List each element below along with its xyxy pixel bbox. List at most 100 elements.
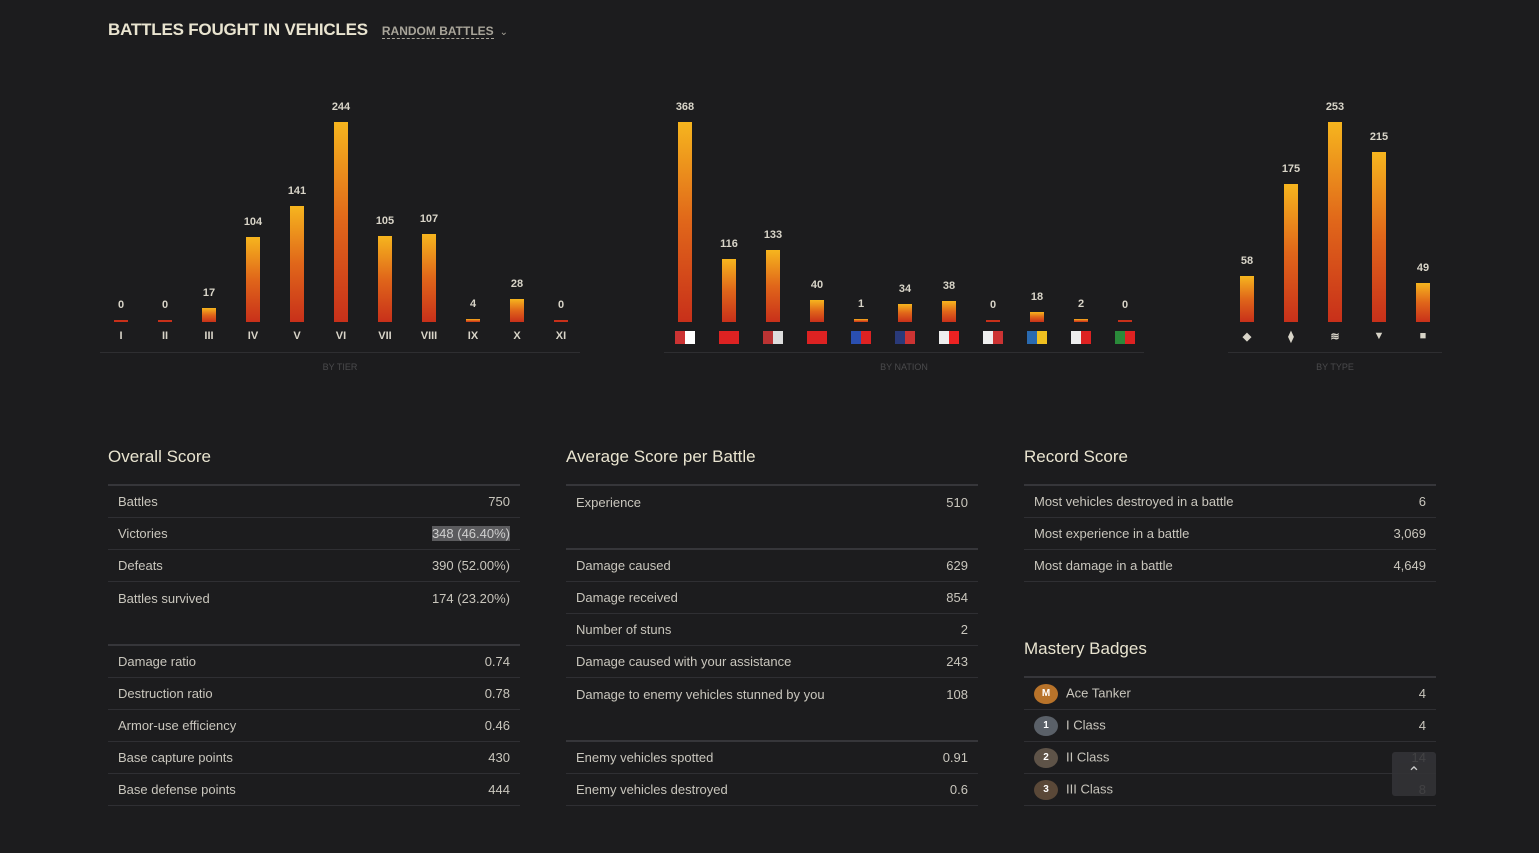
tier-label: VIII <box>420 330 438 342</box>
bar-value: 105 <box>375 214 395 227</box>
bar-china[interactable] <box>810 300 824 322</box>
tier-label: IX <box>467 330 479 342</box>
tier-label: VI <box>335 330 347 342</box>
badge-2-icon: 2 <box>1034 747 1058 768</box>
table-row: Number of stuns 2 <box>566 614 978 646</box>
bar-value: 116 <box>720 237 738 250</box>
chart-caption: BY TYPE <box>1316 362 1354 372</box>
scroll-to-top-button[interactable]: ⌃ <box>1392 752 1436 796</box>
bar-XI[interactable] <box>554 320 568 322</box>
bar-value: 0 <box>161 299 169 311</box>
bar-usa[interactable] <box>766 249 780 322</box>
bar-V[interactable] <box>290 206 304 322</box>
bar-value: 40 <box>810 279 824 292</box>
bar-value: 253 <box>1325 101 1345 113</box>
row-label: Destruction ratio <box>118 686 213 701</box>
bar-medium-tank[interactable] <box>1284 183 1298 322</box>
bar-tank-destroyer[interactable] <box>1372 152 1386 322</box>
bar-value: 175 <box>1281 162 1301 175</box>
row-label: Damage received <box>576 590 678 605</box>
section-title: BATTLES FOUGHT IN VEHICLES <box>108 20 368 39</box>
row-label: Enemy vehicles spotted <box>576 750 714 765</box>
table-row: Base defense points 444 <box>108 774 520 806</box>
spg-icon: ■ <box>1419 330 1427 342</box>
row-label: Armor-use efficiency <box>118 718 237 733</box>
bar-III[interactable] <box>202 308 216 322</box>
bar-value: 0 <box>557 299 565 311</box>
row-label: Damage ratio <box>118 654 197 669</box>
bar-poland[interactable] <box>1074 319 1088 322</box>
badge-row: M Ace Tanker 4 <box>1024 678 1436 710</box>
table-row: Destruction ratio 0.78 <box>108 678 520 710</box>
chart-by-tier: BY TIER 0 I 0 II 17 III 104 IV 141 V 244 VI 105 VII 107… <box>100 90 580 380</box>
bar-I[interactable] <box>114 320 128 322</box>
bar-light-tank[interactable] <box>1240 276 1254 322</box>
row-value: 0.91 <box>942 750 968 765</box>
row-label: Damage to enemy vehicles stunned by you <box>576 686 825 702</box>
table-row: Damage to enemy vehicles stunned by you 1… <box>566 678 978 710</box>
flag-italy-icon <box>1115 331 1135 344</box>
chart-caption: BY TIER <box>322 362 358 372</box>
row-value: 390 (52.00%) <box>431 558 510 573</box>
table-title: Mastery Badges <box>1024 639 1147 658</box>
bar-value: 215 <box>1369 131 1389 144</box>
row-label: Most vehicles destroyed in a battle <box>1034 494 1234 509</box>
bar-ussr[interactable] <box>722 258 736 322</box>
bar-italy[interactable] <box>1118 320 1132 322</box>
table-row: Damage ratio 0.74 <box>108 646 520 678</box>
bar-germany[interactable] <box>678 122 692 322</box>
bar-value: 368 <box>675 101 695 113</box>
bar-value: 28 <box>510 278 524 291</box>
row-label: Damage caused <box>576 558 671 573</box>
bar-value: 58 <box>1240 255 1254 268</box>
bar-VII[interactable] <box>378 235 392 322</box>
tank-destroyer-icon: ▼ <box>1373 330 1385 342</box>
bar-heavy-tank[interactable] <box>1328 122 1342 322</box>
tier-label: III <box>204 330 214 342</box>
row-value: 430 <box>488 750 510 765</box>
record-score-table: Record Score Most vehicles destroyed in a… <box>1024 447 1436 582</box>
bar-uk[interactable] <box>898 303 912 322</box>
bar-france[interactable] <box>854 319 868 322</box>
row-value: 510 <box>946 494 968 510</box>
table-row: Damage received 854 <box>566 582 978 614</box>
table-title: Record Score <box>1024 447 1128 466</box>
tier-label: VII <box>378 330 392 342</box>
bar-VIII[interactable] <box>422 234 436 322</box>
bar-japan[interactable] <box>942 301 956 322</box>
bar-value: 49 <box>1416 262 1430 275</box>
table-row: Most vehicles destroyed in a battle 6 <box>1024 486 1436 518</box>
badge-label: I Class <box>1066 716 1106 732</box>
row-value: 348 (46.40%) <box>431 526 510 541</box>
bar-X[interactable] <box>510 299 524 322</box>
row-value: 0.6 <box>949 782 968 797</box>
row-value: 0.46 <box>484 718 510 733</box>
badge-label: III Class <box>1066 780 1113 796</box>
row-label: Most experience in a battle <box>1034 526 1190 541</box>
row-value: 629 <box>946 558 968 573</box>
bar-czech[interactable] <box>986 320 1000 322</box>
tier-label: I <box>119 330 123 342</box>
badge-row: 1 I Class 4 <box>1024 710 1436 742</box>
mastery-badges-table: Mastery Badges M Ace Tanker 4 1 I Class 4 2 II C… <box>1024 639 1436 806</box>
bar-II[interactable] <box>158 320 172 322</box>
row-label: Defeats <box>118 558 163 573</box>
bar-IV[interactable] <box>246 236 260 322</box>
row-label: Damage caused with your assistance <box>576 654 792 669</box>
tier-label: IV <box>247 330 259 342</box>
tier-label: X <box>513 330 521 342</box>
badge-count: 4 <box>1418 718 1426 733</box>
flag-japan-icon <box>939 331 959 344</box>
bar-VI[interactable] <box>334 122 348 322</box>
badge-M-icon: M <box>1034 683 1058 704</box>
heavy-tank-icon: ≋ <box>1330 331 1340 343</box>
bar-spg[interactable] <box>1416 283 1430 322</box>
flag-china-icon <box>807 331 827 344</box>
chart-by-nation: BY NATION 368 116 133 40 1 34 38 0 18 2 0 <box>664 90 1144 380</box>
chevron-down-icon[interactable]: ⌄ <box>499 27 509 38</box>
bar-sweden[interactable] <box>1030 312 1044 322</box>
bar-IX[interactable] <box>466 318 480 322</box>
bar-value: 0 <box>989 299 997 311</box>
battle-mode-dropdown[interactable]: RANDOM BATTLES <box>381 24 494 39</box>
